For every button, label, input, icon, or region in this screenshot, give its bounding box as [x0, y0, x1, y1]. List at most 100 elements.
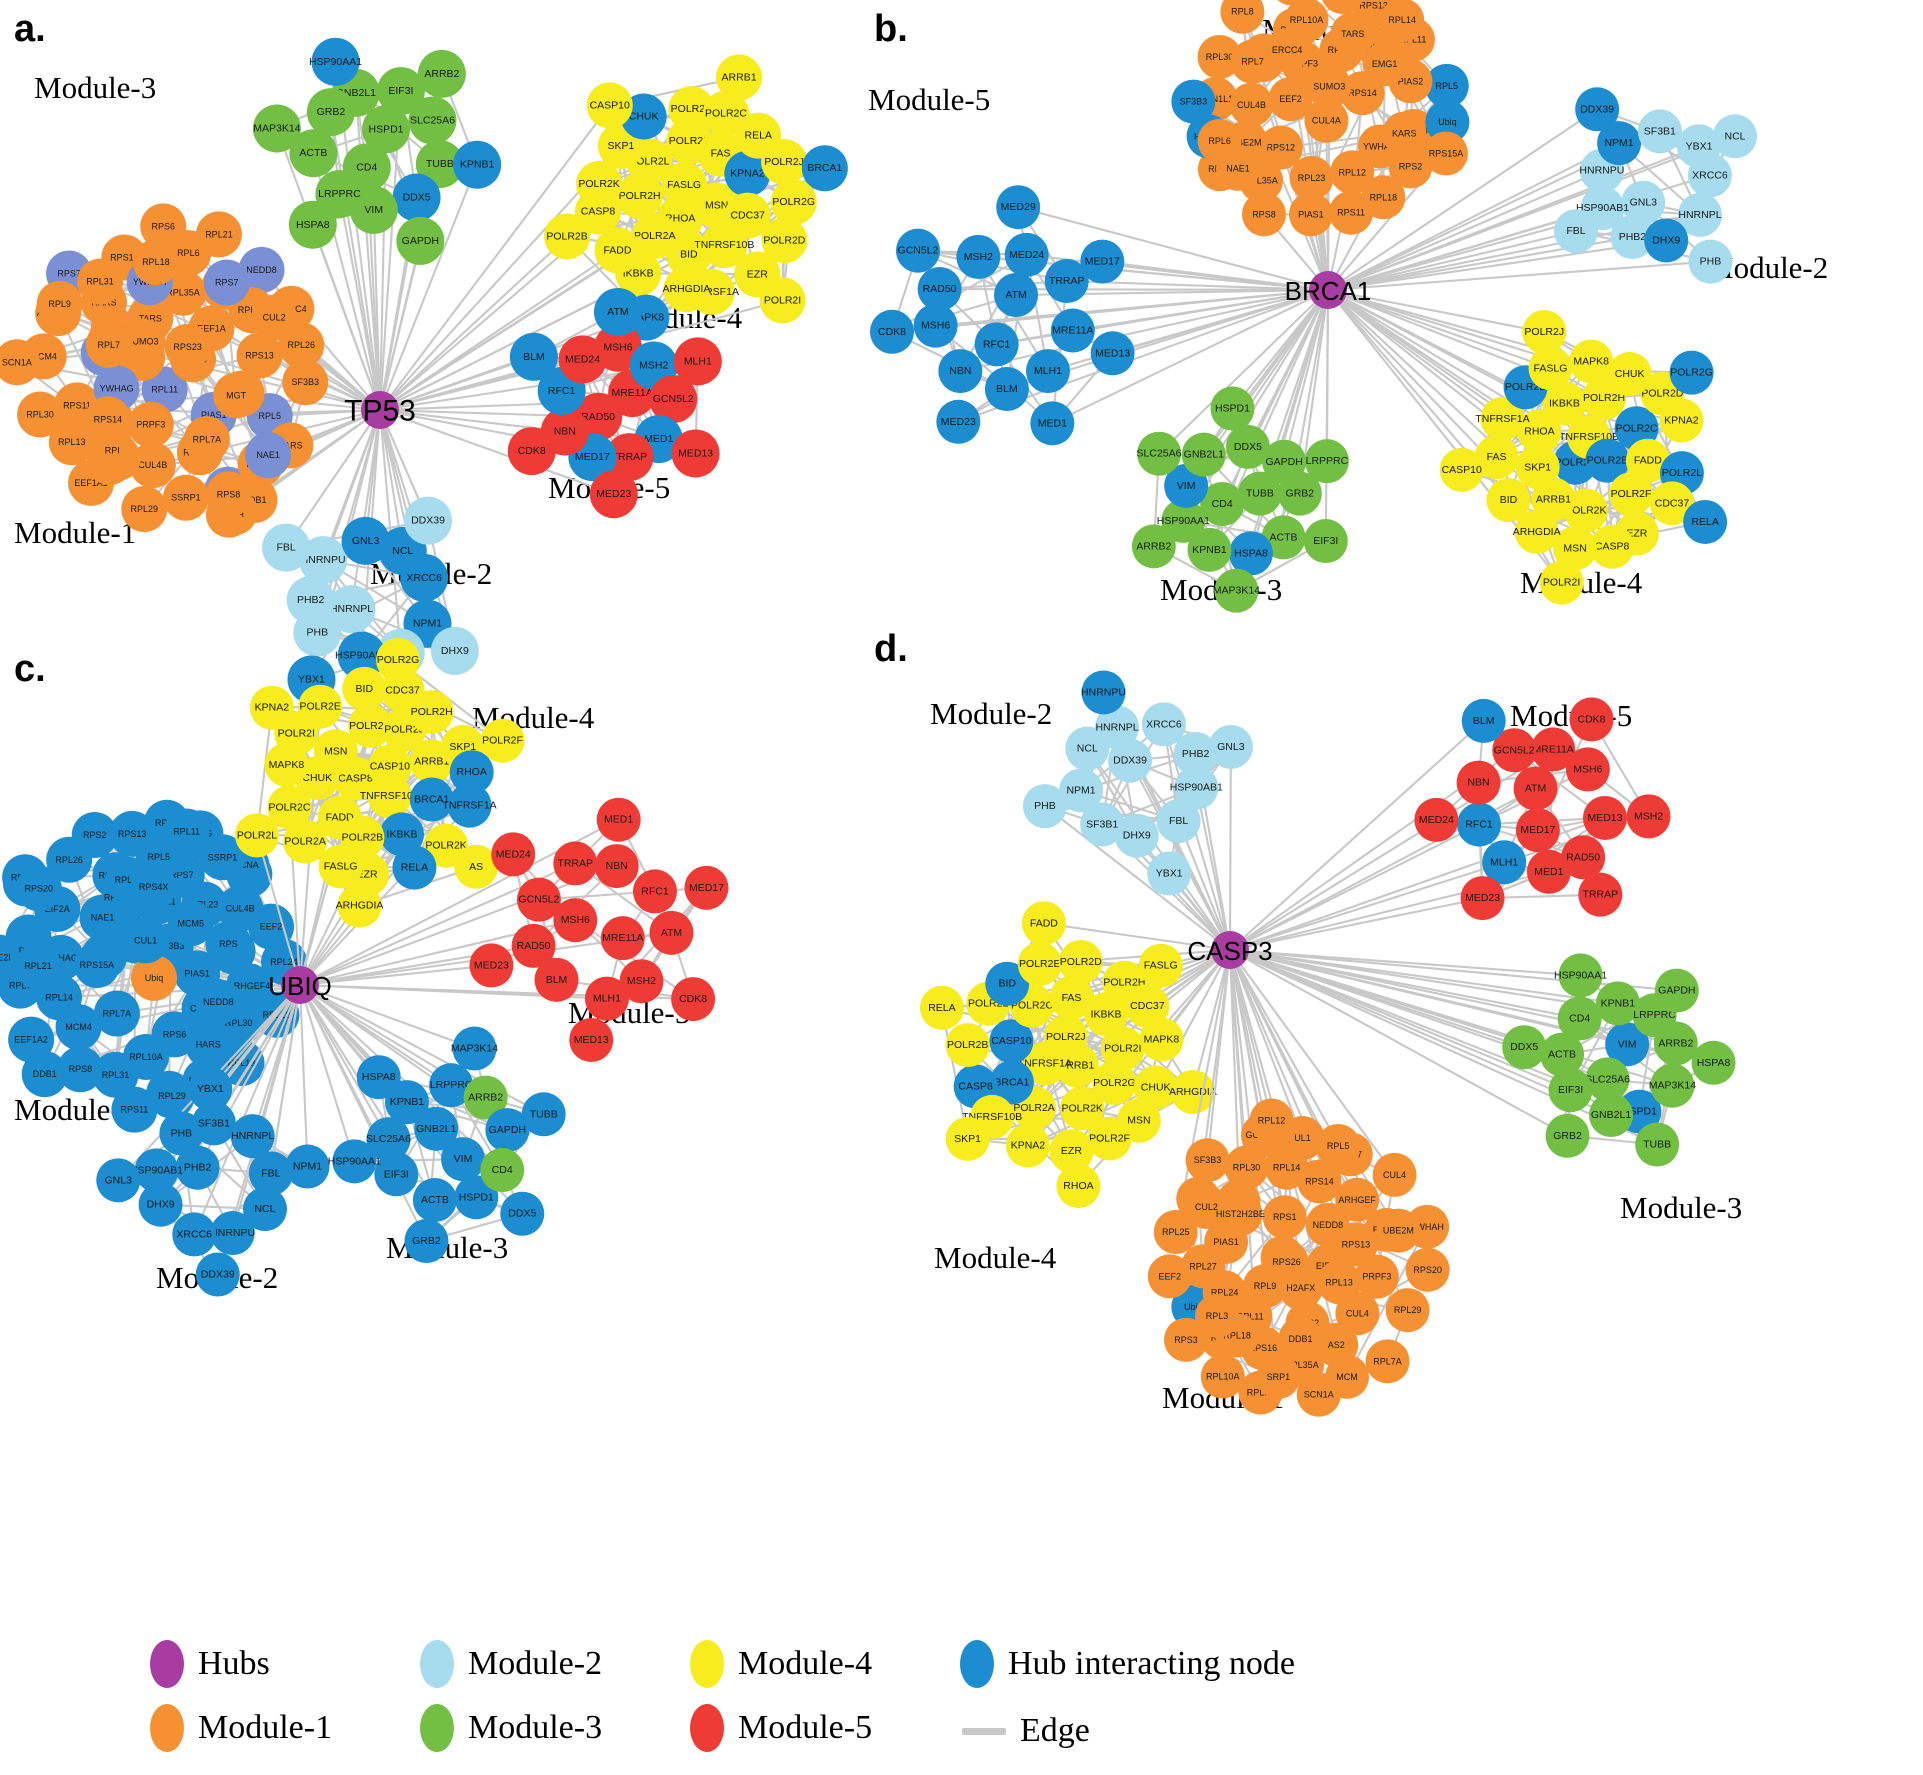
network-node[interactable]: SF3B3 — [1171, 79, 1216, 124]
network-node[interactable]: POLR2G — [376, 637, 421, 682]
network-node[interactable]: ATM — [593, 287, 642, 336]
network-node[interactable]: EMG1 — [1362, 42, 1407, 87]
network-node[interactable]: NPM1 — [285, 1144, 330, 1189]
network-node[interactable]: CUL1 — [122, 917, 169, 964]
network-node[interactable]: NBN — [938, 349, 983, 394]
network-node[interactable]: GNB2L1 — [1589, 1093, 1634, 1138]
network-node[interactable]: RPL5 — [135, 833, 182, 880]
network-node[interactable]: RPS13 — [1333, 1222, 1378, 1267]
network-node[interactable]: DDX5 — [392, 173, 441, 222]
network-node[interactable]: ARRB2 — [1131, 524, 1176, 569]
network-node[interactable]: MED13 — [671, 429, 720, 478]
network-node[interactable]: RPL7A — [183, 416, 230, 463]
network-node[interactable]: RPL10A — [1200, 1354, 1245, 1399]
network-node[interactable]: RPS1 — [1262, 1195, 1307, 1240]
network-node[interactable]: FASLG — [318, 844, 363, 889]
network-node[interactable]: CDK8 — [870, 309, 915, 354]
network-node[interactable]: ARRB2 — [1653, 1021, 1698, 1066]
network-node[interactable]: ATM — [1513, 766, 1558, 811]
network-node[interactable]: RPL29 — [1385, 1288, 1430, 1333]
network-node[interactable]: PHB — [1022, 784, 1067, 829]
network-node[interactable]: RPS26 — [1264, 1240, 1309, 1285]
network-node[interactable]: MLH1 — [1025, 349, 1070, 394]
network-node[interactable]: SKP1 — [945, 1116, 990, 1161]
network-node[interactable]: RELA — [392, 845, 437, 890]
network-node[interactable]: POLR2L — [235, 813, 280, 858]
network-node[interactable]: RHOA — [1056, 1164, 1101, 1209]
network-node[interactable]: MED1 — [1030, 401, 1075, 446]
network-node[interactable]: RPS20 — [1405, 1247, 1450, 1292]
network-node[interactable]: CUL4 — [1372, 1152, 1417, 1197]
network-node[interactable]: HSP90AA1 — [1554, 953, 1607, 998]
network-node[interactable]: RPL10A — [122, 1033, 169, 1080]
network-node[interactable]: DDX5 — [500, 1191, 545, 1236]
network-node[interactable]: TRRAP — [553, 841, 598, 886]
hub-node[interactable]: CASP3 — [1187, 931, 1273, 969]
network-node[interactable]: MGT — [213, 372, 260, 419]
network-node[interactable]: RPL12 — [1249, 1098, 1294, 1143]
network-node[interactable]: NAE1 — [245, 432, 292, 479]
network-node[interactable]: HSPD1 — [1210, 386, 1255, 431]
network-node[interactable]: MAPK8 — [1569, 339, 1614, 384]
network-node[interactable]: CASP10 — [1439, 447, 1484, 492]
network-node[interactable]: RELA — [919, 985, 964, 1030]
network-node[interactable]: GAPDH — [396, 216, 445, 265]
network-node[interactable]: MED1 — [1526, 849, 1571, 894]
network-node[interactable]: RAD50 — [917, 266, 962, 311]
network-node[interactable]: MED13 — [569, 1017, 614, 1062]
network-node[interactable]: KPNA2 — [249, 685, 294, 730]
network-node[interactable]: BRCA1 — [409, 777, 454, 822]
network-node[interactable]: RPL9 — [36, 280, 83, 327]
network-node[interactable]: POLR2F — [1608, 472, 1653, 517]
network-node[interactable]: RPL30 — [1224, 1145, 1269, 1190]
network-node[interactable]: POLR2I — [759, 277, 806, 324]
network-node[interactable]: RPL5 — [1316, 1123, 1361, 1168]
network-node[interactable]: SLC25A6 — [408, 96, 457, 145]
network-node[interactable]: RPL21 — [195, 211, 242, 258]
network-node[interactable]: POLR2J — [1522, 310, 1567, 355]
network-node[interactable]: NCL — [1713, 114, 1758, 159]
network-node[interactable]: GRB2 — [1545, 1113, 1590, 1158]
network-node[interactable]: RFC1 — [974, 322, 1019, 367]
network-node[interactable]: FADD — [1021, 901, 1066, 946]
network-node[interactable]: RPL7 — [85, 321, 132, 368]
network-node[interactable]: RFC1 — [1457, 802, 1502, 847]
network-node[interactable]: DDX5 — [1502, 1025, 1547, 1070]
network-node[interactable]: YBX1 — [188, 1066, 233, 1111]
network-node[interactable]: BLM — [509, 332, 558, 381]
network-node[interactable]: DDX39 — [1575, 87, 1620, 132]
network-node[interactable]: MCM4 — [55, 1004, 102, 1051]
network-node[interactable]: POLR2B — [945, 1023, 990, 1068]
network-node[interactable]: MAP3K14 — [451, 1026, 498, 1071]
network-node[interactable]: DHX9 — [138, 1182, 183, 1227]
network-node[interactable]: FBL — [262, 523, 311, 572]
network-node[interactable]: TRRAP — [1578, 872, 1623, 917]
network-node[interactable]: KPNB1 — [453, 140, 502, 189]
network-node[interactable]: MED17 — [1080, 239, 1125, 284]
hub-node[interactable]: TP53 — [344, 391, 416, 429]
network-node[interactable]: MED29 — [996, 185, 1041, 230]
network-node[interactable]: GNL3 — [96, 1158, 141, 1203]
network-node[interactable]: SUMO3 — [1307, 64, 1352, 109]
network-node[interactable]: HSPA8 — [356, 1055, 401, 1100]
network-node[interactable]: MED24 — [491, 832, 536, 877]
network-node[interactable]: MED17 — [1515, 808, 1560, 853]
network-node[interactable]: POLR2E — [1017, 941, 1062, 986]
network-node[interactable]: TARS — [1330, 12, 1375, 57]
network-node[interactable]: POLR2H — [409, 690, 454, 735]
network-node[interactable]: RPS15A — [73, 941, 120, 988]
network-node[interactable]: POLR2J — [761, 139, 808, 186]
network-node[interactable]: FBL — [1156, 799, 1201, 844]
network-node[interactable]: BRCA1 — [801, 145, 848, 192]
network-node[interactable]: RPL7A — [1365, 1339, 1410, 1384]
network-node[interactable]: SF3B3 — [1185, 1138, 1230, 1183]
network-node[interactable]: RPS — [205, 920, 252, 967]
network-node[interactable]: ARRB2 — [417, 49, 466, 98]
network-node[interactable]: RPS11 — [1329, 190, 1374, 235]
network-node[interactable]: NBN — [594, 844, 639, 889]
network-node[interactable]: MED24 — [558, 335, 607, 384]
network-node[interactable]: SF3B1 — [1637, 109, 1682, 154]
network-node[interactable]: ACTB — [412, 1178, 457, 1223]
network-node[interactable]: PIAS1 — [1288, 192, 1333, 237]
network-node[interactable]: POLR2B — [544, 213, 591, 260]
